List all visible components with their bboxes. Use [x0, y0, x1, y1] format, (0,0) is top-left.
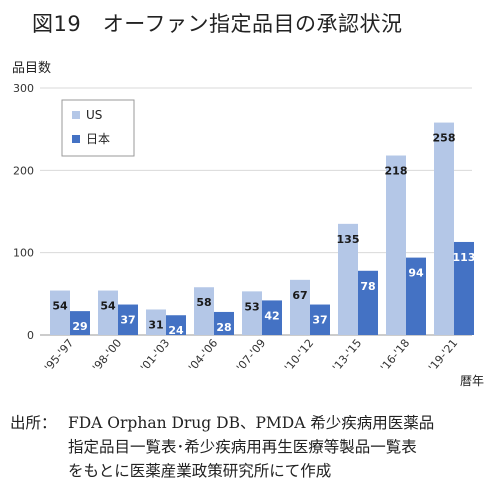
x-tick-label: '07-'09	[234, 337, 268, 374]
source-text: FDA Orphan Drug DB、PMDA 希少疾病用医薬品 指定品目一覧表…	[68, 414, 435, 480]
bar-us	[194, 287, 214, 335]
legend-label: 日本	[86, 132, 110, 146]
y-axis-title: 品目数	[12, 61, 51, 76]
y-tick-label: 200	[13, 164, 34, 177]
y-tick-label: 0	[27, 329, 34, 342]
data-label-us: 31	[148, 318, 163, 331]
chart-title: 図19 オーファン指定品目の承認状況	[32, 12, 403, 36]
data-label-japan: 28	[216, 321, 231, 334]
chart-svg: 品目数 暦年 54 29 54 37 31 24 58 28 53 42 67 37 135 78 218 9…	[12, 61, 484, 388]
x-tick-label: '10-'12	[282, 337, 316, 374]
bar-us	[98, 290, 118, 335]
x-tick-label: '95-'97	[42, 337, 76, 374]
bar-japan	[118, 304, 138, 335]
legend-label: US	[86, 108, 102, 122]
data-label-us: 258	[433, 132, 456, 145]
data-label-japan: 24	[168, 324, 184, 337]
bar-japan	[70, 311, 90, 335]
legend-box	[61, 99, 135, 157]
bar-chart: 品目数 暦年 54 29 54 37 31 24 58 28 53 42 67 37 135 78 218 9…	[12, 61, 484, 388]
data-label-us: 53	[244, 300, 259, 313]
legend: US 日本	[61, 99, 135, 157]
bar-japan	[454, 241, 474, 335]
x-tick-label: '16-'18	[378, 337, 412, 374]
bar-us	[242, 291, 262, 335]
bar-us	[50, 290, 70, 335]
bar-japan	[406, 257, 426, 335]
data-label-japan: 42	[264, 309, 279, 322]
bar-us	[146, 309, 166, 335]
data-label-japan: 94	[408, 267, 424, 280]
bar-japan	[214, 311, 234, 335]
source-label: 出所：	[10, 414, 57, 432]
data-label-us: 67	[292, 289, 307, 302]
data-label-japan: 78	[360, 280, 375, 293]
data-label-us: 58	[196, 296, 211, 309]
legend-swatch	[72, 111, 80, 119]
bar-japan	[262, 300, 282, 335]
y-tick-label: 300	[13, 82, 34, 95]
x-tick-label: '04-'06	[186, 337, 220, 374]
x-tick-label: '01-'03	[138, 337, 172, 374]
data-label-japan: 29	[72, 320, 87, 333]
bars	[50, 122, 474, 335]
bar-us	[338, 223, 358, 335]
legend-swatch	[72, 135, 80, 143]
x-tick-label: '98-'00	[90, 337, 124, 374]
x-tick-label: '19-'21	[426, 337, 460, 374]
y-tick-label: 100	[13, 247, 34, 260]
data-label-japan: 37	[120, 314, 135, 327]
bar-us	[290, 279, 310, 335]
data-label-us: 135	[337, 233, 360, 246]
bar-us	[434, 122, 454, 335]
data-label-us: 54	[100, 300, 116, 313]
data-label-japan: 113	[453, 251, 476, 264]
bar-japan	[166, 315, 186, 335]
bar-japan	[310, 304, 330, 335]
x-tick-label: '13-'15	[330, 337, 364, 374]
data-label-japan: 37	[312, 314, 327, 327]
data-label-us: 54	[52, 300, 68, 313]
data-labels: 54 29 54 37 31 24 58 28 53 42 67 37 135 78 218 94 258 113	[52, 132, 475, 338]
data-label-us: 218	[385, 165, 408, 178]
x-axis-title: 暦年	[460, 374, 484, 388]
bar-us	[386, 155, 406, 335]
bar-japan	[358, 270, 378, 335]
